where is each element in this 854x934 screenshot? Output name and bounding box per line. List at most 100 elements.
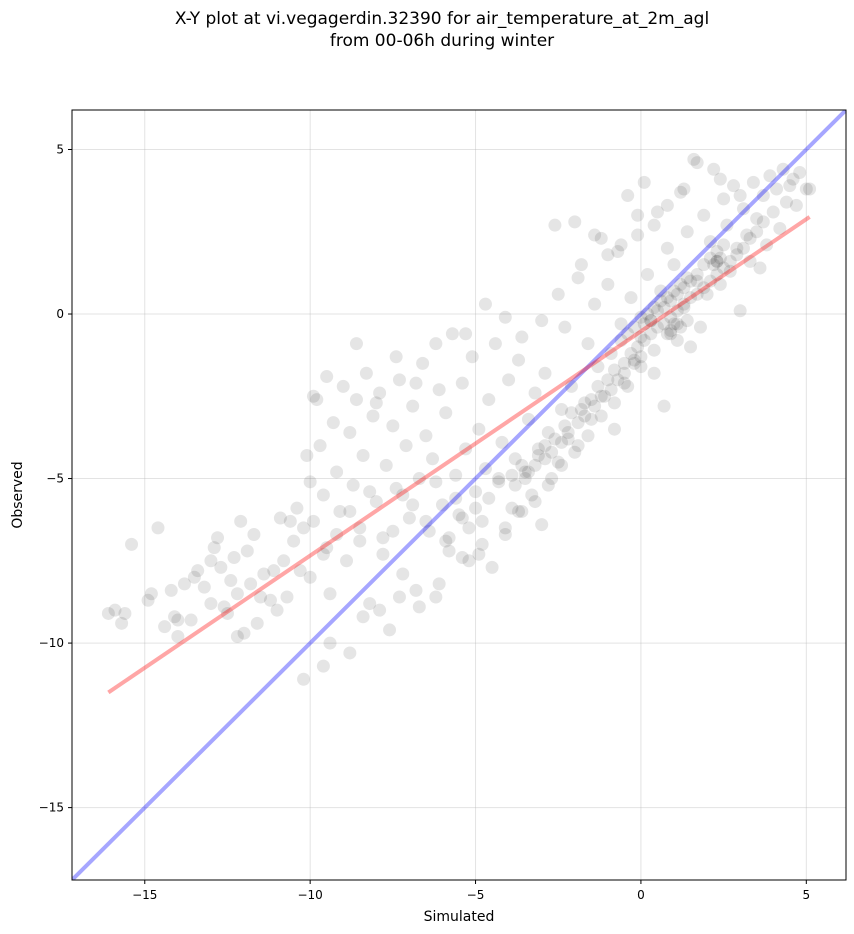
data-point: [604, 383, 618, 397]
data-point: [168, 610, 182, 624]
data-point: [647, 300, 661, 314]
data-point: [571, 271, 585, 285]
data-point: [462, 521, 476, 535]
data-point: [528, 386, 542, 400]
data-point: [349, 393, 363, 407]
data-point: [664, 327, 678, 341]
data-point: [244, 577, 258, 591]
data-point: [416, 356, 430, 370]
plot-frame: [71, 109, 847, 881]
x-tick-label-0: −15: [132, 888, 157, 902]
data-point: [584, 393, 598, 407]
data-point: [733, 189, 747, 203]
data-point: [601, 373, 615, 387]
data-point: [399, 439, 413, 453]
data-point: [525, 488, 539, 502]
data-point: [723, 254, 737, 268]
data-point: [720, 218, 734, 232]
data-point: [756, 215, 770, 229]
data-point: [187, 570, 201, 584]
data-point: [280, 590, 294, 604]
data-point: [690, 274, 704, 288]
data-point: [657, 399, 671, 413]
data-point: [588, 399, 602, 413]
data-point: [250, 616, 264, 630]
data-point: [697, 208, 711, 222]
data-point: [356, 449, 370, 463]
data-point: [306, 514, 320, 528]
data-point: [445, 327, 459, 341]
data-point: [783, 179, 797, 193]
data-point: [634, 360, 648, 374]
data-point: [545, 445, 559, 459]
data-point: [660, 198, 674, 212]
data-point: [515, 458, 529, 472]
data-point: [717, 261, 731, 275]
data-point: [581, 337, 595, 351]
data-point: [750, 212, 764, 226]
data-point: [641, 307, 655, 321]
data-point: [680, 225, 694, 239]
data-point: [472, 422, 486, 436]
data-point: [789, 198, 803, 212]
data-point: [631, 208, 645, 222]
data-point: [660, 327, 674, 341]
data-point: [478, 462, 492, 476]
reference-lines: [72, 110, 846, 880]
data-point: [799, 182, 813, 196]
data-point: [713, 251, 727, 265]
data-point: [667, 317, 681, 331]
data-point: [353, 534, 367, 548]
data-point: [617, 366, 631, 380]
data-point: [588, 228, 602, 242]
data-point: [515, 504, 529, 518]
data-point: [703, 235, 717, 249]
data-point: [386, 524, 400, 538]
data-point: [310, 393, 324, 407]
data-point: [631, 340, 645, 354]
data-point: [369, 396, 383, 410]
data-point: [459, 327, 473, 341]
data-point: [743, 254, 757, 268]
data-point: [505, 501, 519, 515]
data-point: [204, 597, 218, 611]
data-point: [492, 472, 506, 486]
data-point: [677, 297, 691, 311]
data-point: [568, 445, 582, 459]
data-point: [320, 370, 334, 384]
data-point: [313, 439, 327, 453]
data-point: [667, 284, 681, 298]
data-point: [422, 524, 436, 538]
data-point: [763, 169, 777, 183]
data-point: [373, 603, 387, 617]
x-axis-ticks: −15 −10 −5 0 5: [132, 880, 810, 902]
data-point: [432, 383, 446, 397]
data-point: [297, 521, 311, 535]
data-point: [151, 521, 165, 535]
data-point: [617, 376, 631, 390]
data-point: [558, 419, 572, 433]
x-tick-label-2: −5: [467, 888, 485, 902]
data-point: [363, 597, 377, 611]
data-point: [674, 185, 688, 199]
data-point: [740, 228, 754, 242]
data-point: [429, 337, 443, 351]
data-point: [230, 587, 244, 601]
data-point: [273, 511, 287, 525]
data-point: [677, 182, 691, 196]
data-point: [578, 396, 592, 410]
data-point: [571, 416, 585, 430]
data-point: [541, 425, 555, 439]
data-point: [518, 472, 532, 486]
data-point: [776, 162, 790, 176]
data-point: [654, 284, 668, 298]
data-point: [707, 162, 721, 176]
data-point: [521, 465, 535, 479]
data-point: [521, 412, 535, 426]
data-point: [439, 534, 453, 548]
data-point: [449, 468, 463, 482]
data-point: [108, 603, 122, 617]
data-point: [383, 623, 397, 637]
data-point: [677, 300, 691, 314]
data-point: [538, 439, 552, 453]
